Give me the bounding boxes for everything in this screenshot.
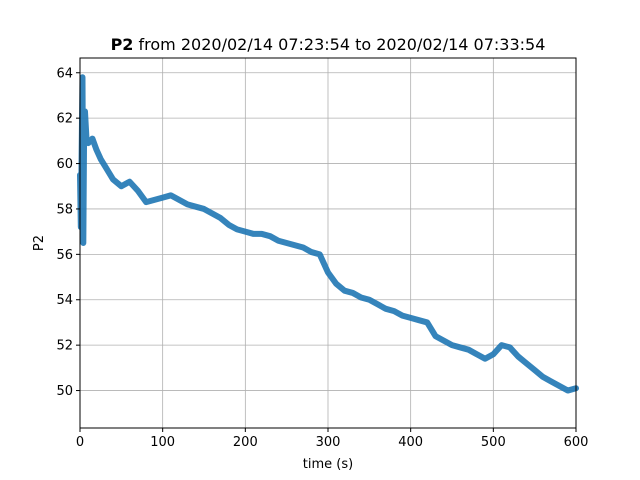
y-tick-label: 64: [56, 66, 73, 81]
y-tick-label: 62: [56, 112, 73, 127]
x-tick-label: 600: [564, 435, 589, 450]
y-axis-label: P2: [32, 235, 47, 251]
y-tick-label: 60: [56, 157, 73, 172]
x-tick-label: 300: [316, 435, 341, 450]
y-tick-label: 58: [56, 202, 73, 217]
chart-title: P2 from 2020/02/14 07:23:54 to 2020/02/1…: [111, 35, 546, 54]
series-line: [77, 74, 579, 394]
x-axis-label: time (s): [303, 457, 353, 472]
chart-title-bold: P2: [111, 35, 134, 54]
x-tick-label: 500: [481, 435, 506, 450]
x-tick-label: 100: [150, 435, 175, 450]
y-tick-label: 52: [56, 339, 73, 354]
y-tick-label: 50: [56, 384, 73, 399]
y-tick-label: 54: [56, 293, 73, 308]
x-tick-label: 0: [76, 435, 84, 450]
y-tick-label: 56: [56, 248, 73, 263]
grid: [79, 58, 577, 428]
x-tick-label: 200: [233, 435, 258, 450]
chart-title-rest: from 2020/02/14 07:23:54 to 2020/02/14 0…: [133, 35, 545, 54]
ticks: 0 100 200 300 400 500 600 50 52 54 56 58 60 62 64: [56, 66, 588, 450]
series-layer: [77, 74, 579, 394]
x-tick-label: 400: [398, 435, 423, 450]
